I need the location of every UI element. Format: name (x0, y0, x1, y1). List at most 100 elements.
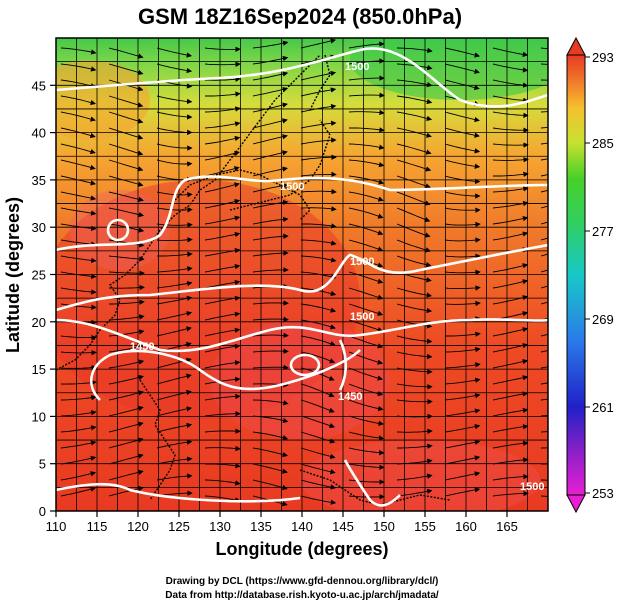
streamline (396, 255, 432, 268)
streamline (252, 199, 289, 209)
y-tick-label: 30 (32, 220, 46, 235)
colorbar-tick-label: 253 (592, 486, 614, 501)
contour-label: 1500 (280, 181, 304, 193)
credit-drawing: Drawing by DCL (https://www.gfd-dennou.o… (166, 576, 439, 587)
streamline (204, 231, 241, 241)
streamline (60, 47, 97, 55)
streamline (396, 303, 433, 314)
x-axis-label: Longitude (degrees) (215, 539, 388, 559)
streamline (444, 346, 481, 353)
streamline (204, 327, 241, 337)
streamline (60, 127, 96, 139)
streamline (204, 198, 241, 209)
streamline (156, 222, 193, 228)
streamline (252, 316, 289, 323)
streamline (492, 200, 529, 209)
x-tick-label: 130 (209, 519, 231, 534)
streamline (204, 479, 241, 486)
colorbar-tick-label: 261 (592, 400, 614, 415)
streamline (204, 343, 241, 353)
streamline (349, 127, 385, 133)
streamline (205, 91, 241, 97)
streamline (348, 239, 384, 252)
streamline (156, 373, 192, 385)
streamline (300, 171, 337, 178)
streamline (300, 154, 337, 161)
streamline (60, 440, 97, 449)
streamline (205, 463, 241, 469)
streamline (156, 159, 193, 167)
streamline (204, 411, 241, 417)
streamline (157, 251, 193, 257)
streamline (300, 38, 336, 49)
streamline (540, 301, 548, 305)
streamline (492, 490, 529, 497)
streamline (444, 285, 481, 291)
streamline (204, 76, 241, 82)
streamline (540, 285, 548, 289)
streamline (540, 350, 548, 353)
streamline (109, 299, 145, 305)
streamline (252, 250, 289, 257)
y-tick-label: 0 (39, 504, 46, 519)
streamline (300, 431, 336, 444)
streamline (108, 453, 144, 465)
streamline (204, 150, 240, 161)
streamline (540, 158, 548, 161)
streamline (492, 142, 529, 148)
streamline (156, 311, 193, 321)
streamline (108, 437, 144, 449)
y-tick-label: 5 (39, 457, 46, 472)
streamline (108, 255, 145, 262)
streamline (204, 61, 241, 67)
contour-label: 1500 (350, 256, 374, 268)
streamline (540, 414, 548, 417)
x-tick-label: 165 (496, 519, 518, 534)
streamline (300, 351, 336, 364)
contour-label: 1450 (338, 391, 362, 403)
colorbar-tick-label: 277 (592, 224, 614, 239)
streamline (252, 118, 288, 129)
wind-streamlines (60, 38, 548, 507)
streamline (444, 362, 481, 369)
streamline (204, 311, 241, 321)
streamline (204, 46, 241, 53)
streamline (252, 216, 289, 225)
streamline (492, 156, 529, 163)
x-tick-label: 110 (46, 519, 67, 534)
streamline (108, 314, 145, 321)
streamline (252, 182, 289, 193)
streamline (444, 175, 481, 185)
streamline (108, 111, 144, 124)
streamline (300, 303, 337, 313)
streamline (252, 364, 289, 371)
streamline (300, 239, 337, 246)
map-title: GSM 18Z16Sep2024 (850.0hPa) (138, 4, 462, 29)
streamline (60, 207, 97, 216)
streamline (60, 175, 96, 186)
streamline (300, 495, 337, 505)
streamline (348, 287, 384, 300)
streamline (60, 349, 97, 356)
streamline (540, 237, 548, 241)
streamline (60, 486, 96, 497)
streamline (204, 166, 240, 177)
streamline (156, 266, 193, 273)
streamline (252, 479, 288, 491)
streamline (156, 439, 193, 449)
streamline (348, 159, 385, 168)
streamline (300, 399, 335, 413)
streamline (252, 447, 288, 458)
streamline (540, 495, 548, 497)
streamline (540, 269, 548, 273)
streamline (444, 79, 480, 91)
streamline (60, 287, 97, 295)
streamline (492, 279, 529, 289)
streamline (252, 102, 288, 113)
y-tick-label: 20 (32, 315, 46, 330)
streamline (396, 79, 433, 88)
streamline (156, 111, 193, 120)
y-tick-label: 45 (32, 78, 46, 93)
y-tick-label: 10 (32, 409, 46, 424)
